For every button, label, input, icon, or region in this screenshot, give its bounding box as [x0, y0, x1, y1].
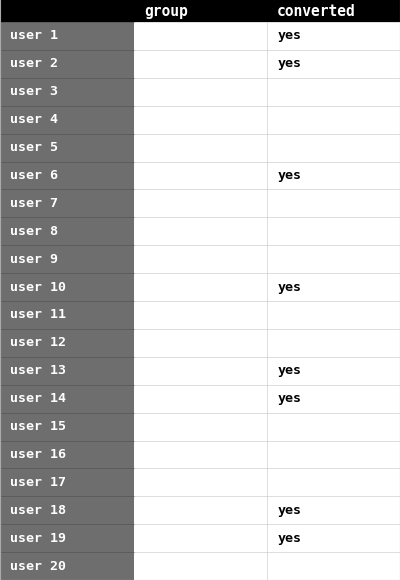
- Bar: [0, 218, 134, 245]
- Bar: [267, 441, 400, 469]
- Bar: [267, 552, 400, 580]
- Bar: [267, 50, 400, 78]
- Text: yes: yes: [277, 392, 301, 405]
- Bar: [0, 329, 134, 357]
- Text: user 10: user 10: [10, 281, 66, 293]
- Bar: [267, 329, 400, 357]
- Bar: [267, 412, 400, 441]
- Bar: [0, 301, 134, 329]
- Bar: [267, 357, 400, 385]
- Text: user 20: user 20: [10, 560, 66, 572]
- Bar: [267, 133, 400, 161]
- Text: yes: yes: [277, 30, 301, 42]
- Text: yes: yes: [277, 364, 301, 377]
- Text: user 15: user 15: [10, 420, 66, 433]
- Bar: [134, 301, 267, 329]
- Bar: [267, 22, 400, 50]
- Bar: [267, 301, 400, 329]
- Bar: [0, 385, 134, 412]
- Text: user 8: user 8: [10, 225, 58, 238]
- Bar: [0, 133, 134, 161]
- Bar: [0, 106, 134, 133]
- Bar: [267, 524, 400, 552]
- Bar: [0, 469, 134, 496]
- Text: user 17: user 17: [10, 476, 66, 489]
- Bar: [0, 441, 134, 469]
- Bar: [267, 218, 400, 245]
- Bar: [134, 50, 267, 78]
- Bar: [134, 412, 267, 441]
- Text: user 6: user 6: [10, 169, 58, 182]
- Text: group: group: [144, 3, 188, 19]
- Bar: [0, 22, 134, 50]
- Bar: [267, 190, 400, 218]
- Text: user 4: user 4: [10, 113, 58, 126]
- Bar: [0, 524, 134, 552]
- Text: user 5: user 5: [10, 141, 58, 154]
- Bar: [0, 496, 134, 524]
- Bar: [134, 524, 267, 552]
- Text: user 16: user 16: [10, 448, 66, 461]
- Text: user 3: user 3: [10, 85, 58, 98]
- Text: user 9: user 9: [10, 253, 58, 266]
- Bar: [0, 50, 134, 78]
- Bar: [0, 78, 134, 106]
- Bar: [134, 469, 267, 496]
- Bar: [0, 245, 134, 273]
- Bar: [267, 245, 400, 273]
- Bar: [0, 552, 134, 580]
- Bar: [134, 218, 267, 245]
- Bar: [0, 0, 134, 22]
- Text: user 12: user 12: [10, 336, 66, 349]
- Bar: [267, 469, 400, 496]
- Text: yes: yes: [277, 532, 301, 545]
- Bar: [134, 22, 267, 50]
- Bar: [134, 552, 267, 580]
- Bar: [267, 106, 400, 133]
- Text: yes: yes: [277, 281, 301, 293]
- Text: user 2: user 2: [10, 57, 58, 70]
- Bar: [134, 357, 267, 385]
- Bar: [134, 273, 267, 301]
- Bar: [134, 441, 267, 469]
- Text: user 1: user 1: [10, 30, 58, 42]
- Text: user 11: user 11: [10, 309, 66, 321]
- Bar: [134, 496, 267, 524]
- Bar: [267, 385, 400, 412]
- Bar: [0, 190, 134, 218]
- Bar: [0, 357, 134, 385]
- Bar: [134, 78, 267, 106]
- Bar: [134, 133, 267, 161]
- Bar: [134, 190, 267, 218]
- Bar: [267, 161, 400, 190]
- Text: user 7: user 7: [10, 197, 58, 210]
- Bar: [134, 329, 267, 357]
- Bar: [0, 273, 134, 301]
- Bar: [267, 496, 400, 524]
- Bar: [134, 106, 267, 133]
- Bar: [0, 161, 134, 190]
- Text: yes: yes: [277, 169, 301, 182]
- Bar: [134, 0, 267, 22]
- Text: converted: converted: [277, 3, 356, 19]
- Text: user 18: user 18: [10, 504, 66, 517]
- Bar: [267, 273, 400, 301]
- Bar: [134, 385, 267, 412]
- Text: yes: yes: [277, 57, 301, 70]
- Bar: [134, 245, 267, 273]
- Text: user 19: user 19: [10, 532, 66, 545]
- Bar: [134, 161, 267, 190]
- Bar: [267, 78, 400, 106]
- Text: user 14: user 14: [10, 392, 66, 405]
- Bar: [267, 0, 400, 22]
- Text: yes: yes: [277, 504, 301, 517]
- Bar: [0, 412, 134, 441]
- Text: user 13: user 13: [10, 364, 66, 377]
